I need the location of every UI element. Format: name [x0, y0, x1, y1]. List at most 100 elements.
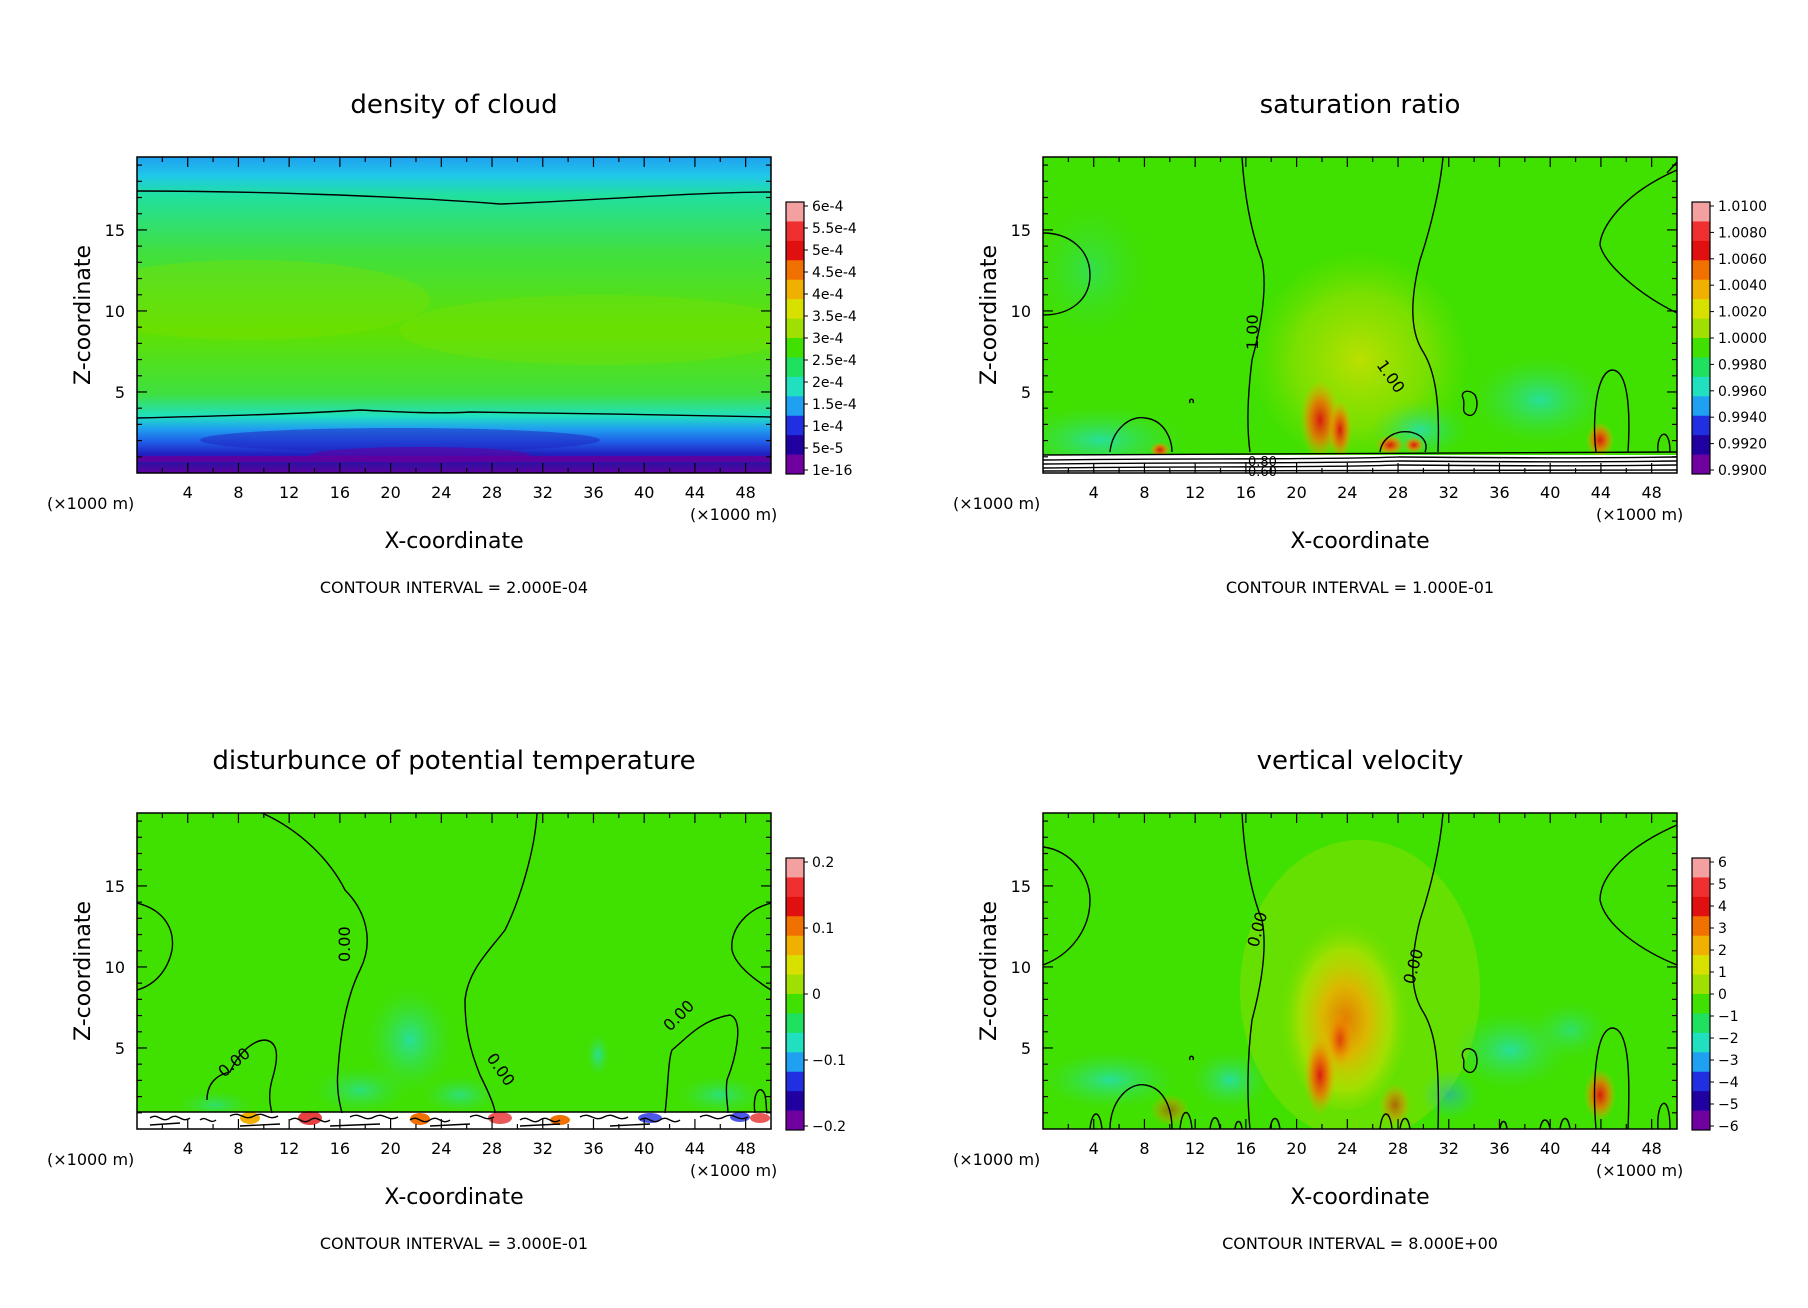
- colorbar-swatch: [1692, 357, 1710, 378]
- colorbar-label: 2.5e-4: [812, 353, 857, 369]
- colorbar-swatch: [1692, 454, 1710, 475]
- x-tick-label: 12: [1185, 1139, 1205, 1158]
- colorbar-label: −4: [1718, 1075, 1739, 1091]
- contour-interval: CONTOUR INTERVAL = 1.000E-01: [1226, 578, 1494, 597]
- colorbar-swatch: [1692, 1110, 1710, 1131]
- colorbar-swatch: [1692, 338, 1710, 358]
- x-tick-label: 16: [330, 483, 350, 502]
- x-unit-right: (×1000 m): [690, 505, 777, 524]
- x-tick-label: 16: [1236, 483, 1256, 502]
- colorbar-label: 3e-4: [812, 331, 844, 347]
- colorbar-label: 0.1: [812, 921, 834, 937]
- colorbar-label: 6: [1718, 855, 1727, 871]
- colorbar-swatch: [786, 896, 804, 917]
- heatmap-field: [1043, 157, 1677, 473]
- colorbar-swatch: [786, 240, 804, 261]
- x-tick-label: 44: [1591, 1139, 1611, 1158]
- x-tick-label: 20: [1286, 483, 1306, 502]
- colorbar-swatch: [1692, 318, 1710, 339]
- contour-lines: [137, 190, 771, 419]
- colorbar-label: 1.0000: [1718, 331, 1767, 347]
- x-tick-label: 4: [183, 1139, 193, 1158]
- x-tick-label: 8: [233, 1139, 243, 1158]
- colorbar: 6 5 4 3 2 1 0 −1 −2 −3 −4 −5 −6: [1691, 855, 1739, 1135]
- colorbar-label: 0.9920: [1718, 437, 1767, 453]
- y-tick-label: 5: [1021, 383, 1031, 402]
- colorbar-swatch: [786, 994, 804, 1014]
- y-tick-label: 15: [105, 877, 125, 896]
- colorbar-swatch: [1692, 396, 1710, 417]
- colorbar-swatch: [1692, 1071, 1710, 1092]
- colorbar-label: 1e-16: [812, 463, 852, 479]
- chart-title: vertical velocity: [1257, 746, 1464, 776]
- y-tick-label: 10: [1011, 302, 1031, 321]
- x-tick-label: 48: [1641, 1139, 1661, 1158]
- colorbar-swatch: [1692, 1052, 1710, 1073]
- colorbar-swatch: [1692, 279, 1710, 300]
- contour-label: 1.00: [1243, 314, 1262, 350]
- x-tick-label: 44: [685, 1139, 705, 1158]
- x-tick-label: 24: [431, 1139, 451, 1158]
- panel-saturation-ratio: saturation ratio: [953, 90, 1767, 597]
- colorbar-swatch: [786, 1013, 804, 1034]
- contour-interval: CONTOUR INTERVAL = 2.000E-04: [320, 578, 588, 597]
- x-tick-label: 48: [735, 483, 755, 502]
- colorbar-swatch: [786, 318, 804, 339]
- colorbar-swatch: [1692, 415, 1710, 436]
- x-axis-label: X-coordinate: [1290, 1185, 1429, 1210]
- colorbar-swatch: [786, 202, 804, 222]
- colorbar-swatch: [786, 1110, 804, 1131]
- colorbar-label: 0.2: [812, 855, 834, 871]
- contour-label: 0.80: [1248, 455, 1277, 470]
- colorbar-swatch: [1692, 1032, 1710, 1053]
- colorbar-label: −5: [1718, 1097, 1739, 1113]
- contour-lines: [137, 813, 771, 1127]
- x-tick-label: 32: [1439, 483, 1459, 502]
- x-tick-label: 32: [533, 483, 553, 502]
- colorbar-swatch: [786, 1032, 804, 1053]
- x-tick-label: 36: [583, 483, 603, 502]
- colorbar-swatch: [1692, 299, 1710, 320]
- x-unit-left: (×1000 m): [953, 1150, 1040, 1169]
- colorbar-swatch: [786, 955, 804, 976]
- colorbar-label: 1.0080: [1718, 225, 1767, 241]
- colorbar-swatch: [1692, 1091, 1710, 1112]
- x-tick-label: 20: [380, 483, 400, 502]
- x-tick-label: 4: [183, 483, 193, 502]
- colorbar-swatch: [786, 916, 804, 937]
- x-tick-label: 8: [1139, 1139, 1149, 1158]
- colorbar-swatch: [786, 858, 804, 878]
- colorbar-swatch: [1692, 1013, 1710, 1034]
- colorbar-swatch: [786, 279, 804, 300]
- y-tick-label: 10: [105, 958, 125, 977]
- colorbar-label: −1: [1718, 1009, 1739, 1025]
- plot-frame: [136, 156, 772, 474]
- panel-density-of-cloud: density of cloud 4 8 12 16 20 24 28 32 36 40 44 485…: [47, 90, 857, 597]
- y-tick-label: 10: [1011, 958, 1031, 977]
- x-tick-label: 12: [279, 1139, 299, 1158]
- colorbar-swatch: [1692, 916, 1710, 937]
- y-axis-label: Z-coordinate: [977, 901, 1002, 1041]
- colorbar-label: 5e-5: [812, 441, 843, 457]
- y-tick-label: 10: [105, 302, 125, 321]
- x-tick-label: 28: [482, 483, 502, 502]
- colorbar: 6e-4 5.5e-4 5e-4 4.5e-4 4e-4 3.5e-4 3e-4 2.5e-4…: [785, 199, 857, 479]
- x-tick-label: 4: [1089, 483, 1099, 502]
- chart-title: density of cloud: [350, 90, 557, 120]
- colorbar: 0.2 0.1 0 −0.1 −0.2: [785, 855, 846, 1135]
- colorbar-swatch: [786, 376, 804, 397]
- x-tick-label: 28: [1388, 1139, 1408, 1158]
- x-tick-label: 36: [1489, 1139, 1509, 1158]
- x-tick-label: 28: [1388, 483, 1408, 502]
- x-tick-label: 32: [1439, 1139, 1459, 1158]
- x-tick-label: 16: [1236, 1139, 1256, 1158]
- x-unit-left: (×1000 m): [47, 1150, 134, 1169]
- x-tick-label: 16: [330, 1139, 350, 1158]
- colorbar-swatch: [786, 357, 804, 378]
- x-unit-left: (×1000 m): [47, 494, 134, 513]
- colorbar-swatch: [786, 454, 804, 475]
- colorbar-swatch: [786, 221, 804, 242]
- contour-lines: [1043, 813, 1677, 1129]
- colorbar-label: −2: [1718, 1031, 1739, 1047]
